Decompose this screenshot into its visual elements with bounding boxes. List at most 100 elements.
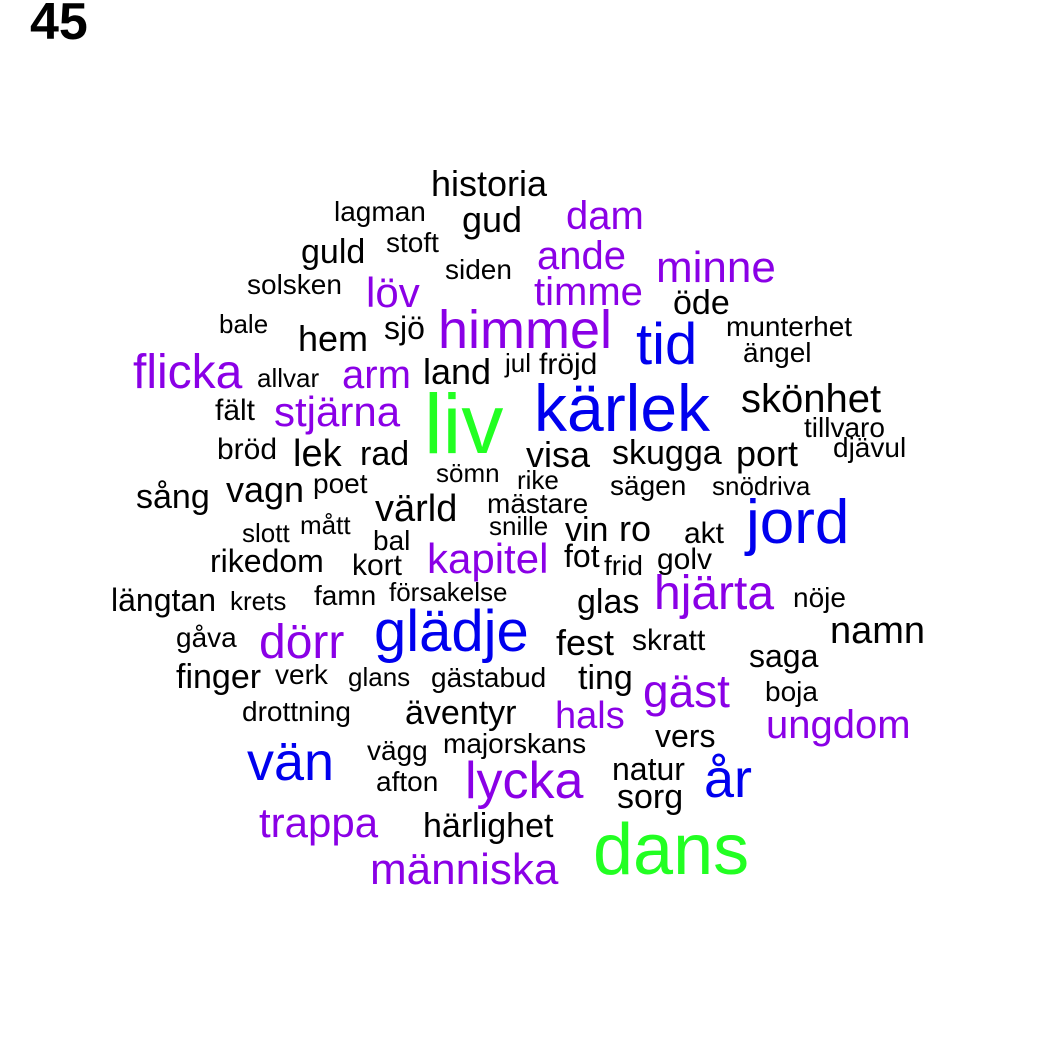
word-dam: dam (566, 194, 644, 238)
word-fest: fest (556, 622, 615, 663)
word-sjo: sjö (384, 310, 425, 346)
word-glas: glas (577, 583, 640, 621)
word-allvar: allvar (257, 363, 320, 393)
word-poet: poet (313, 468, 368, 499)
word-siden: siden (445, 254, 512, 285)
word-kort: kort (352, 549, 403, 582)
word-hjarta: hjärta (654, 567, 775, 620)
word-hem: hem (298, 318, 369, 359)
word-snille: snille (489, 511, 549, 541)
word-flicka: flicka (133, 346, 243, 399)
word-jul: jul (505, 348, 532, 378)
word-ar: år (704, 749, 753, 809)
word-namn: namn (830, 610, 926, 652)
word-ande: ande (537, 234, 626, 278)
word-frojd: fröjd (539, 348, 598, 381)
word-skugga: skugga (612, 434, 722, 472)
word-slott: slott (242, 518, 290, 548)
word-vers: vers (655, 718, 716, 754)
word-fot: fot (564, 538, 600, 574)
word-lycka: lycka (465, 752, 584, 810)
word-rikedom: rikedom (210, 543, 324, 579)
word-aventyr: äventyr (405, 694, 517, 732)
word-glans: glans (348, 662, 411, 692)
word-vagg: vägg (367, 735, 428, 766)
word-lov: löv (366, 269, 420, 316)
word-golv: golv (657, 543, 713, 576)
word-falt: fält (215, 394, 256, 427)
word-djavul: djävul (833, 432, 907, 463)
word-langtan: längtan (111, 582, 216, 618)
word-afton: afton (376, 766, 439, 797)
word-karlek: kärlek (534, 371, 711, 445)
word-skonhet: skönhet (741, 377, 882, 421)
word-sorg: sorg (617, 778, 684, 816)
word-rad: rad (360, 435, 410, 473)
word-noje: nöje (793, 582, 846, 613)
word-solsken: solsken (247, 269, 342, 300)
word-gastabud: gästabud (431, 662, 547, 693)
word-liv: liv (424, 377, 504, 471)
word-mastare: mästare (487, 488, 589, 519)
word-lek: lek (293, 433, 342, 475)
word-varld: värld (375, 488, 458, 530)
word-ro: ro (619, 508, 652, 549)
word-bal: bal (373, 525, 411, 556)
word-harlighet: härlighet (423, 807, 554, 845)
word-visa: visa (526, 434, 591, 475)
word-vagn: vagn (226, 469, 305, 510)
word-stjarna: stjärna (274, 388, 401, 435)
word-gud: gud (462, 199, 523, 240)
word-verk: verk (275, 659, 328, 690)
word-minne: minne (656, 243, 776, 292)
word-angel: ängel (743, 337, 812, 368)
page-number: 45 (30, 0, 88, 51)
word-himmel: himmel (438, 300, 613, 360)
word-krets: krets (230, 586, 287, 616)
word-ting: ting (578, 659, 633, 697)
word-saga: saga (749, 638, 819, 674)
word-majorskans: majorskans (443, 728, 587, 759)
word-somn: sömn (436, 458, 500, 488)
word-natur: natur (612, 751, 685, 787)
word-guld: guld (301, 233, 366, 271)
word-kapitel: kapitel (427, 535, 549, 582)
word-land: land (423, 351, 492, 392)
word-arm: arm (342, 353, 411, 397)
word-dans: dans (593, 810, 750, 890)
word-snodriva: snödriva (712, 471, 811, 501)
word-forsakelse: försakelse (389, 577, 508, 607)
word-vin: vin (565, 511, 609, 549)
word-sang: sång (136, 478, 210, 516)
word-hals: hals (555, 695, 625, 737)
word-trappa: trappa (259, 799, 379, 846)
word-gava: gåva (176, 622, 237, 653)
word-matt: mått (300, 510, 351, 540)
word-bale: bale (219, 309, 269, 339)
word-finger: finger (176, 658, 262, 696)
word-ungdom: ungdom (766, 703, 911, 747)
word-rike: rike (517, 465, 559, 495)
word-historia: historia (431, 163, 548, 204)
word-tid: tid (636, 312, 698, 377)
word-boja: boja (765, 676, 818, 707)
word-munterhet: munterhet (726, 311, 853, 342)
word-gast: gäst (643, 665, 730, 717)
word-skratt: skratt (632, 624, 706, 657)
word-manniska: människa (370, 845, 559, 894)
word-akt: akt (684, 517, 725, 550)
word-brod: bröd (217, 433, 278, 466)
word-port: port (736, 433, 799, 474)
word-jord: jord (746, 488, 850, 557)
word-dorr: dörr (259, 616, 345, 669)
word-van: vän (247, 732, 335, 792)
word-timme: timme (534, 270, 643, 314)
word-ode: öde (673, 284, 730, 322)
word-famn: famn (314, 580, 377, 611)
word-stoft: stoft (386, 227, 439, 258)
word-tillvaro: tillvaro (804, 412, 885, 443)
word-lagman: lagman (334, 196, 426, 227)
word-frid: frid (604, 550, 643, 581)
word-sagen: sägen (610, 470, 687, 501)
